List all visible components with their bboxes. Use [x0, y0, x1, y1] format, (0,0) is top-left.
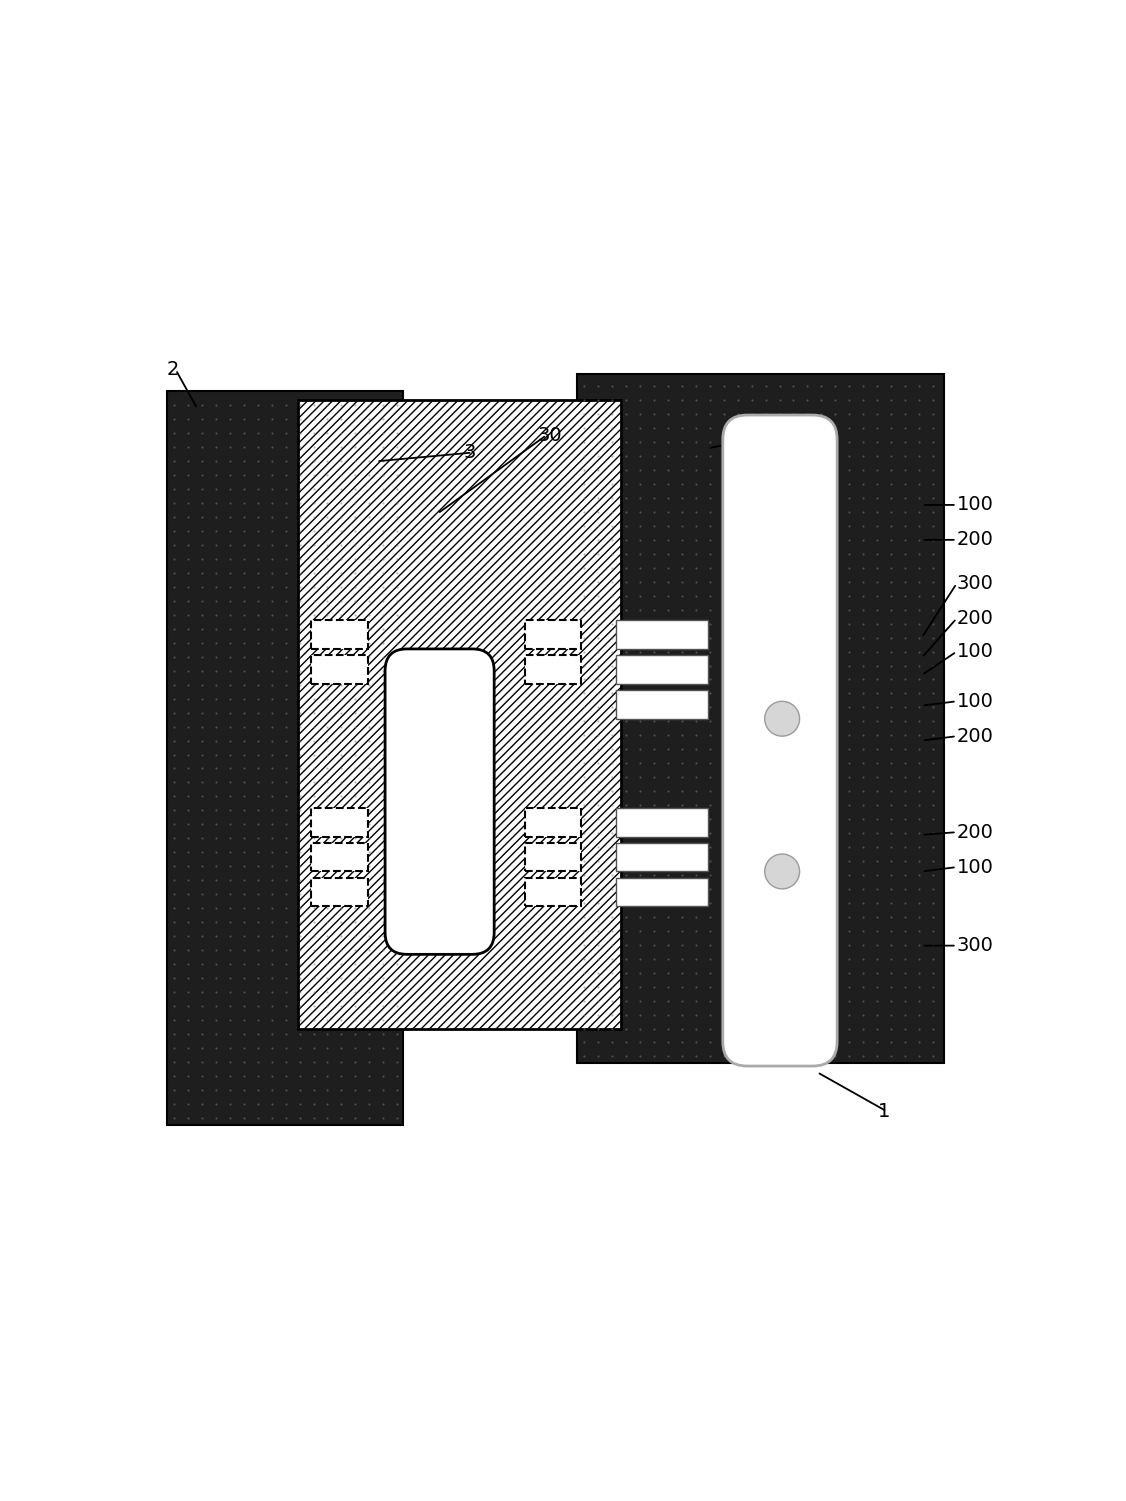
Text: 4: 4	[769, 426, 781, 444]
Bar	[578, 374, 944, 1063]
Bar	[167, 392, 403, 1124]
Bar	[525, 620, 581, 648]
FancyBboxPatch shape	[723, 416, 837, 1066]
Bar	[297, 401, 620, 1028]
Text: 200: 200	[957, 609, 993, 627]
Text: 300: 300	[957, 937, 993, 955]
Text: 2: 2	[167, 360, 179, 380]
Text: 3: 3	[464, 443, 476, 462]
Text: 200: 200	[957, 726, 993, 746]
Text: 300: 300	[957, 573, 993, 593]
Bar	[616, 654, 708, 684]
Text: 100: 100	[957, 642, 993, 660]
Bar	[311, 878, 367, 907]
Text: 200: 200	[957, 530, 993, 549]
Bar	[525, 808, 581, 836]
Bar	[616, 878, 708, 907]
Bar	[311, 842, 367, 872]
Bar	[311, 808, 367, 836]
Circle shape	[765, 854, 799, 889]
FancyBboxPatch shape	[385, 648, 494, 955]
Bar	[525, 654, 581, 684]
Bar	[616, 690, 708, 719]
Text: 1: 1	[878, 1102, 891, 1121]
Text: 200: 200	[957, 823, 993, 842]
Bar	[525, 842, 581, 872]
Text: 100: 100	[957, 692, 993, 711]
Text: 100: 100	[957, 857, 993, 877]
Bar	[616, 620, 708, 648]
Bar	[616, 808, 708, 836]
Bar	[525, 878, 581, 907]
Bar	[311, 620, 367, 648]
Text: 100: 100	[957, 495, 993, 515]
Text: 30: 30	[538, 426, 562, 444]
Bar	[311, 654, 367, 684]
Circle shape	[765, 701, 799, 735]
Bar	[616, 842, 708, 872]
